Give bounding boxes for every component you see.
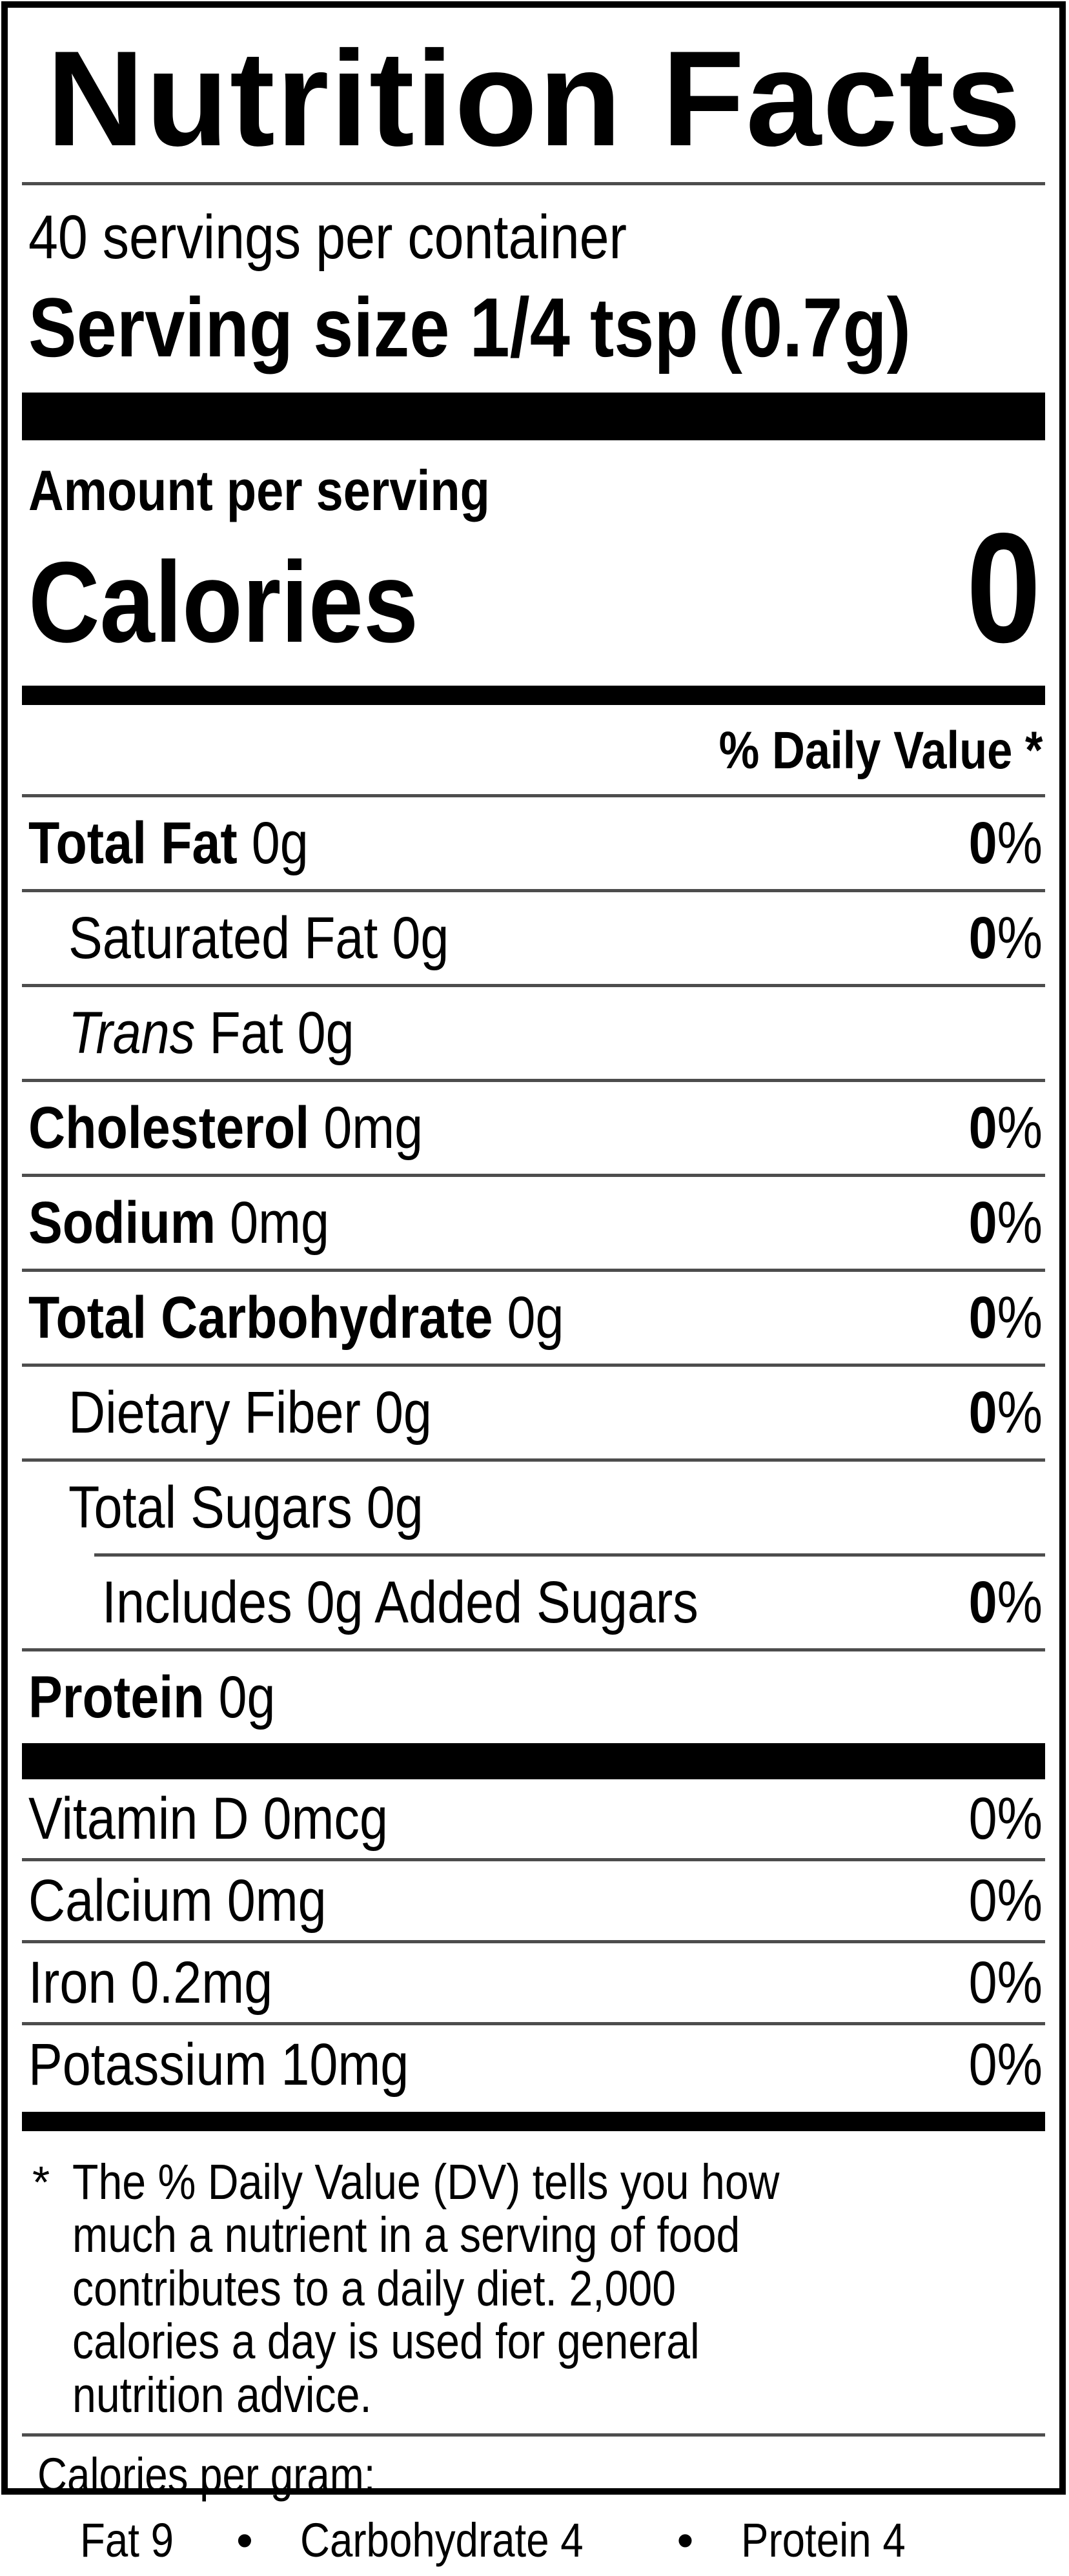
daily-value-percent: 0% xyxy=(957,1094,1045,1162)
amount-per-serving-text: Amount per serving xyxy=(28,460,490,522)
nutrient-row-saturated-fat: Saturated Fat 0g 0% xyxy=(22,892,1045,984)
daily-value-percent: 0% xyxy=(957,1949,1045,2017)
nutrient-name: Calcium xyxy=(28,1868,213,1934)
nutrient-name-and-amount: Vitamin D 0mcg xyxy=(22,1785,447,1853)
nutrient-name-and-amount: Calcium 0mg xyxy=(22,1867,375,1935)
daily-value-percent: 0% xyxy=(957,810,1045,877)
nutrient-amount: 0g xyxy=(361,1380,432,1446)
calories-per-gram-item: Carbohydrate 4 xyxy=(300,2512,629,2570)
amount-per-serving-label: Amount per serving xyxy=(22,440,1045,522)
nutrient-name: Total Carbohydrate xyxy=(28,1285,493,1351)
servings-per-container-text: 40 servings per container xyxy=(28,202,627,273)
calories-value: 0 xyxy=(954,522,1041,655)
nutrient-row-total-carbohydrate: Total Carbohydrate 0g 0% xyxy=(22,1272,1045,1364)
nutrient-name-and-amount: Protein 0g xyxy=(22,1664,316,1732)
daily-value-percent: 0% xyxy=(957,1785,1045,1853)
thick-bar-top xyxy=(22,393,1045,440)
nutrient-name: Trans Fat xyxy=(68,1000,283,1066)
nutrient-name: Iron xyxy=(28,1950,116,2016)
medium-bar-under-calories xyxy=(22,686,1045,705)
nutrient-name-and-amount: Includes 0g Added Sugars xyxy=(22,1569,795,1637)
nutrient-rows-section: Total Fat 0g 0% Saturated Fat 0g 0% Trans Fa… xyxy=(22,794,1045,1743)
daily-value-header-text: % Daily Value * xyxy=(718,722,1043,780)
nutrient-amount: 0g xyxy=(352,1475,423,1540)
bullet-separator: • xyxy=(677,2512,694,2570)
daily-value-percent: 0% xyxy=(957,1569,1045,1637)
nutrient-name-and-amount: Potassium 10mg xyxy=(22,2031,471,2099)
daily-value-percent: 0% xyxy=(957,1189,1045,1257)
nutrient-name-and-amount: Saturated Fat 0g xyxy=(22,905,511,972)
nutrient-amount: 0mg xyxy=(309,1095,423,1161)
nutrient-name: Total Fat xyxy=(28,810,238,876)
nutrient-row-cholesterol: Cholesterol 0mg 0% xyxy=(22,1082,1045,1174)
vitamin-row-vitamin-d: Vitamin D 0mcg 0% xyxy=(22,1779,1045,1858)
calories-per-gram-item: Fat 9 xyxy=(80,2512,189,2570)
nutrient-name-and-amount: Iron 0.2mg xyxy=(22,1949,312,2017)
nutrient-amount: 0.2mg xyxy=(116,1950,272,2016)
daily-value-percent: 0% xyxy=(957,1379,1045,1447)
nutrient-name: Protein xyxy=(28,1664,205,1730)
nutrient-name: Cholesterol xyxy=(28,1095,309,1161)
label-title: Nutrition Facts xyxy=(46,21,1045,177)
daily-value-percent: 0% xyxy=(957,2031,1045,2099)
nutrient-row-sodium: Sodium 0mg 0% xyxy=(22,1177,1045,1269)
nutrient-name: Vitamin D xyxy=(28,1786,249,1852)
daily-value-percent: 0% xyxy=(957,1867,1045,1935)
nutrient-name: Potassium xyxy=(28,2032,267,2098)
nutrient-amount: 10mg xyxy=(267,2032,409,2098)
calories-per-gram-heading: Calories per gram: xyxy=(22,2437,1045,2507)
serving-size-line: Serving size 1/4 tsp (0.7g) xyxy=(22,273,1045,393)
vitamin-row-calcium: Calcium 0mg 0% xyxy=(22,1861,1045,1940)
calories-per-gram-items: Fat 9 • Carbohydrate 4 • Protein 4 xyxy=(22,2507,1045,2576)
nutrient-amount: 0mg xyxy=(213,1868,327,1934)
nutrient-row-protein: Protein 0g xyxy=(22,1651,1045,1743)
nutrient-amount: 0g xyxy=(378,905,449,971)
nutrient-amount: 0mcg xyxy=(249,1786,388,1852)
nutrient-amount: 0g xyxy=(493,1285,564,1351)
nutrient-name-and-amount: Total Fat 0g xyxy=(22,810,354,877)
nutrient-amount: 0g xyxy=(205,1664,276,1730)
serving-size-text: Serving size 1/4 tsp (0.7g) xyxy=(28,280,911,376)
thick-bar-above-footnote xyxy=(22,2112,1045,2131)
nutrient-row-total-fat: Total Fat 0g 0% xyxy=(22,797,1045,889)
nutrient-amount: 0g xyxy=(238,810,309,876)
nutrient-name-and-amount: Cholesterol 0mg xyxy=(22,1094,487,1162)
nutrient-name: Saturated Fat xyxy=(68,905,378,971)
vitamin-row-potassium: Potassium 10mg 0% xyxy=(22,2025,1045,2104)
thick-bar-above-vitamins xyxy=(22,1743,1045,1779)
calories-label: Calories xyxy=(28,537,482,669)
nutrient-name-and-amount: Total Sugars 0g xyxy=(22,1474,481,1542)
nutrient-name: Dietary Fiber xyxy=(68,1380,361,1446)
nutrient-row-includes-0g-added-sugars: Includes 0g Added Sugars 0% xyxy=(22,1557,1045,1648)
vitamin-row-iron: Iron 0.2mg 0% xyxy=(22,1943,1045,2022)
daily-value-percent: 0% xyxy=(957,1284,1045,1352)
nutrient-name: Total Sugars xyxy=(68,1475,352,1540)
nutrient-name-and-amount: Sodium 0mg xyxy=(22,1189,378,1257)
nutrient-amount: 0g xyxy=(283,1000,354,1066)
nutrient-row-dietary-fiber: Dietary Fiber 0g 0% xyxy=(22,1367,1045,1458)
calories-per-gram-item: Protein 4 xyxy=(741,2512,932,2570)
nutrient-amount: 0mg xyxy=(216,1190,329,1256)
nutrition-facts-label: Nutrition Facts 40 servings per containe… xyxy=(1,1,1066,2495)
nutrient-row-total-sugars: Total Sugars 0g xyxy=(22,1462,1045,1553)
nutrient-name-and-amount: Total Carbohydrate 0g xyxy=(22,1284,651,1352)
daily-value-header: % Daily Value * xyxy=(22,705,1045,794)
footnote-text: The % Daily Value (DV) tells you how muc… xyxy=(72,2156,937,2422)
footnote-asterisk: * xyxy=(32,2156,72,2422)
calories-per-gram-section: Calories per gram: Fat 9 • Carbohydrate 4 •… xyxy=(22,2433,1045,2576)
nutrient-name: Includes 0g Added Sugars xyxy=(102,1569,698,1635)
nutrient-name: Sodium xyxy=(28,1190,216,1256)
servings-per-container: 40 servings per container xyxy=(22,185,1045,273)
daily-value-footnote: * The % Daily Value (DV) tells you how m… xyxy=(22,2131,1045,2433)
daily-value-percent: 0% xyxy=(957,905,1045,972)
bullet-separator: • xyxy=(236,2512,253,2570)
calories-row: Calories 0 xyxy=(22,522,1045,673)
nutrient-name-and-amount: Trans Fat 0g xyxy=(22,999,401,1067)
nutrient-row-trans-fat: Trans Fat 0g xyxy=(22,987,1045,1079)
nutrient-name-and-amount: Dietary Fiber 0g xyxy=(22,1379,491,1447)
